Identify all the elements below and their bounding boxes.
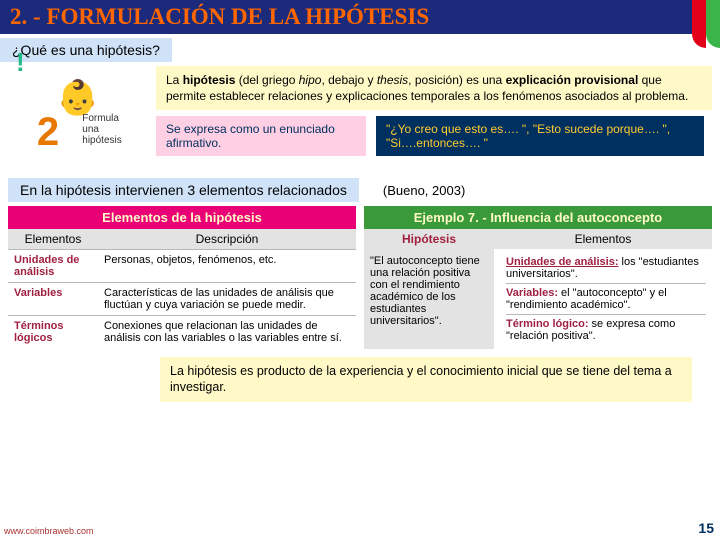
citation: (Bueno, 2003)	[383, 183, 465, 198]
example-item: Unidades de análisis: los "estudiantes u…	[506, 253, 706, 283]
row-val: Personas, objetos, fenómenos, etc.	[98, 250, 356, 283]
baby-icon: 👶	[57, 78, 99, 118]
definition-text: La hipótesis (del griego hipo, debajo y …	[156, 66, 712, 110]
row-key: Unidades de análisis	[8, 250, 98, 283]
formula-illustration: ! 👶 2 Formula una hipótesis	[8, 66, 148, 176]
corner-decoration	[692, 0, 720, 48]
hypothesis-text: "El autoconcepto tiene una relación posi…	[364, 249, 494, 349]
slide-subtitle: ¿Qué es una hipótesis?	[0, 38, 172, 62]
row-val: Conexiones que relacionan las unidades d…	[98, 316, 356, 349]
intervening-text: En la hipótesis intervienen 3 elementos …	[8, 178, 359, 202]
left-header: Elementos de la hipótesis	[8, 206, 356, 229]
icon-line2: una	[82, 124, 99, 135]
table-row: VariablesCaracterísticas de las unidades…	[8, 283, 356, 316]
item-key: Término lógico:	[506, 318, 589, 330]
definition-row: ! 👶 2 Formula una hipótesis La hipótesis…	[0, 66, 720, 176]
example-elements: Unidades de análisis: los "estudiantes u…	[500, 249, 712, 349]
intervening-row: En la hipótesis intervienen 3 elementos …	[0, 176, 720, 206]
footer-url: www.coimbraweb.com	[4, 526, 94, 536]
right-sub-col1: Hipótesis	[364, 229, 494, 249]
example-item: Variables: el "autoconcepto" y el "rendi…	[506, 283, 706, 314]
item-key: Variables:	[506, 287, 558, 299]
elements-table: Unidades de análisisPersonas, objetos, f…	[8, 249, 356, 348]
left-sub-col2: Descripción	[98, 229, 356, 249]
row-key: Variables	[8, 283, 98, 316]
step-number-icon: 2	[37, 110, 59, 155]
exclaim-icon: !	[16, 47, 25, 78]
left-sub-col1: Elementos	[8, 229, 98, 249]
row-key: Términos lógicos	[8, 316, 98, 349]
example-row: "El autoconcepto tiene una relación posi…	[364, 249, 712, 349]
left-subheader: Elementos Descripción	[8, 229, 356, 249]
table-row: Unidades de análisisPersonas, objetos, f…	[8, 250, 356, 283]
example-item: Término lógico: se expresa como "relació…	[506, 314, 706, 345]
icon-line3: hipótesis	[82, 135, 121, 146]
definition-boxes: La hipótesis (del griego hipo, debajo y …	[156, 66, 712, 176]
two-columns: Elementos de la hipótesis Elementos Desc…	[0, 206, 720, 349]
row-val: Características de las unidades de análi…	[98, 283, 356, 316]
icon-line1: Formula	[82, 113, 119, 124]
left-column: Elementos de la hipótesis Elementos Desc…	[8, 206, 356, 349]
right-subheader: Hipótesis Elementos	[364, 229, 712, 249]
table-row: Términos lógicosConexiones que relaciona…	[8, 316, 356, 349]
page-number: 15	[698, 520, 714, 536]
item-key: Unidades de análisis:	[506, 256, 618, 268]
example-phrases: "¿Yo creo que esto es…. ", "Esto sucede …	[376, 116, 704, 156]
footer-conclusion: La hipótesis es producto de la experienc…	[160, 357, 692, 402]
right-header: Ejemplo 7. - Influencia del autoconcepto	[364, 206, 712, 229]
icon-text: Formula una hipótesis	[82, 113, 121, 146]
affirmative-note: Se expresa como un enunciado afirmativo.	[156, 116, 366, 156]
right-column: Ejemplo 7. - Influencia del autoconcepto…	[364, 206, 712, 349]
right-sub-col2: Elementos	[494, 229, 712, 249]
slide-title: 2. - FORMULACIÓN DE LA HIPÓTESIS	[0, 0, 720, 34]
